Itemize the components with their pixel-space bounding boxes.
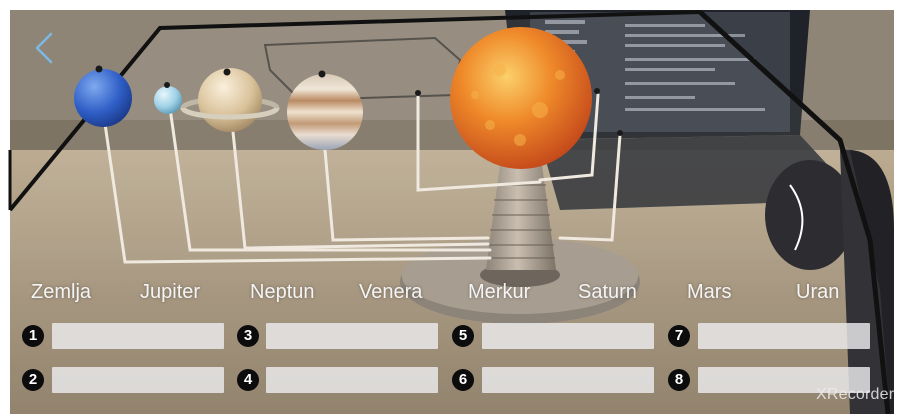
slot-number-2: 2 [22,369,44,391]
planet-name-options: Zemlja Jupiter Neptun Venera Merkur Satu… [0,281,904,309]
slot-number-4: 4 [237,369,259,391]
planet-name-jupiter[interactable]: Jupiter [140,281,201,303]
planet-name-merkur[interactable]: Merkur [468,281,531,303]
slot-number-1: 1 [22,325,44,347]
xrecorder-watermark: XRecorder [816,386,895,403]
slot-number-8: 8 [668,369,690,391]
sun [450,27,592,169]
planet-name-mars[interactable]: Mars [687,281,732,303]
slot-number-7: 7 [668,325,690,347]
planet-name-neptun[interactable]: Neptun [250,281,315,303]
answer-slot-5[interactable] [482,323,654,349]
slot-number-6: 6 [452,369,474,391]
planet-jupiter [287,74,363,150]
answer-slot-2[interactable] [52,367,224,393]
planet-uranus [154,86,182,114]
planet-name-uran[interactable]: Uran [796,281,840,303]
chevron-left-icon[interactable] [24,28,64,68]
answer-slot-1[interactable] [52,323,224,349]
answer-slot-8[interactable] [698,367,870,393]
slot-number-3: 3 [237,325,259,347]
planet-name-saturn[interactable]: Saturn [578,281,637,303]
planet-name-venera[interactable]: Venera [359,281,423,303]
answer-slot-7[interactable] [698,323,870,349]
answer-slot-3[interactable] [266,323,438,349]
answer-slot-4[interactable] [266,367,438,393]
slot-number-5: 5 [452,325,474,347]
planet-saturn [198,68,262,132]
planet-name-zemlja[interactable]: Zemlja [31,281,92,303]
answer-slot-6[interactable] [482,367,654,393]
planet-neptune [74,69,132,127]
